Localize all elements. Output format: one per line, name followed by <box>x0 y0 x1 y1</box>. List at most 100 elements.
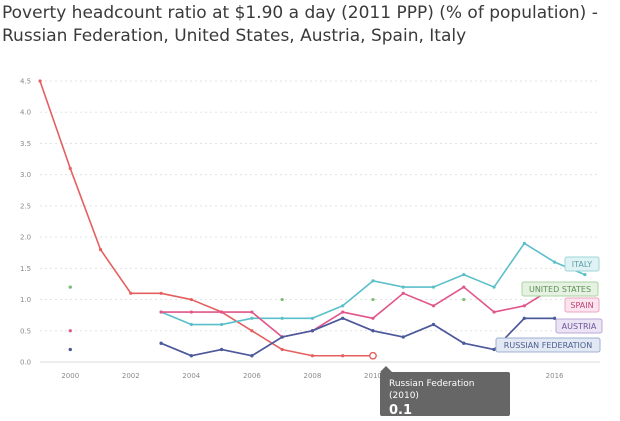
legend-box <box>495 337 601 353</box>
tooltip-value: 0.1 <box>389 403 413 418</box>
data-point[interactable] <box>310 354 315 358</box>
data-point[interactable] <box>462 272 466 277</box>
legend-box <box>521 281 599 297</box>
data-point[interactable] <box>552 316 557 320</box>
data-point[interactable] <box>189 322 193 327</box>
data-point[interactable] <box>159 341 163 345</box>
series-austria <box>68 316 557 358</box>
data-point[interactable] <box>371 297 375 302</box>
data-point[interactable] <box>462 341 466 345</box>
data-point[interactable] <box>522 316 526 320</box>
data-point[interactable] <box>280 335 284 339</box>
data-point[interactable] <box>492 285 496 289</box>
y-tick-label: 3.5 <box>20 140 31 148</box>
y-tick-label: 4.0 <box>20 109 31 117</box>
x-tick-label: 2008 <box>304 372 322 380</box>
data-point[interactable] <box>431 304 436 308</box>
data-point[interactable] <box>371 329 375 333</box>
series-line <box>39 80 373 357</box>
data-point[interactable] <box>189 310 193 314</box>
data-point[interactable] <box>492 347 496 352</box>
y-tick-label: 3.0 <box>20 171 31 179</box>
tooltip: Russian Federation (2010) 0.1 <box>380 366 510 418</box>
data-point[interactable] <box>250 354 254 358</box>
data-point[interactable] <box>462 285 466 289</box>
data-point[interactable] <box>250 329 254 333</box>
data-point[interactable] <box>189 297 193 302</box>
data-point[interactable] <box>341 354 345 358</box>
data-point[interactable] <box>522 241 526 245</box>
data-point[interactable] <box>280 316 284 320</box>
data-point[interactable] <box>522 304 526 308</box>
series-spain <box>68 285 557 339</box>
data-point[interactable] <box>462 297 466 302</box>
data-point[interactable] <box>159 291 163 295</box>
legend-box <box>564 256 600 272</box>
legend: ITALY UNITED STATES SPAIN AUSTRIA RUSSIAN FE… <box>495 256 603 353</box>
data-point[interactable] <box>552 260 557 264</box>
data-point[interactable] <box>38 79 42 83</box>
data-point[interactable] <box>401 291 405 295</box>
data-point[interactable] <box>431 322 436 327</box>
legend-label-austria[interactable]: AUSTRIA <box>555 318 603 334</box>
legend-label-russian-federation[interactable]: RUSSIAN FEDERATION <box>495 337 601 353</box>
legend-box <box>555 318 603 334</box>
data-point[interactable] <box>159 310 163 314</box>
data-point[interactable] <box>280 297 284 302</box>
y-tick-label: 1.5 <box>20 265 31 273</box>
series-russian-federation <box>38 79 375 358</box>
x-tick-label: 2004 <box>182 372 200 380</box>
series-line <box>161 286 556 338</box>
data-point[interactable] <box>189 354 193 358</box>
data-point[interactable] <box>280 347 284 352</box>
y-tick-label: 0.5 <box>20 327 31 335</box>
highlighted-point[interactable] <box>369 351 377 360</box>
data-point[interactable] <box>431 285 436 289</box>
series-italy <box>68 241 587 327</box>
data-point[interactable] <box>220 347 224 352</box>
y-tick-label: 4.5 <box>20 78 31 86</box>
data-point[interactable] <box>310 329 315 333</box>
data-point[interactable] <box>401 335 405 339</box>
data-point[interactable] <box>250 316 254 320</box>
legend-text: ITALY <box>572 260 592 269</box>
data-point[interactable] <box>68 166 72 171</box>
data-point[interactable] <box>583 272 587 277</box>
data-point[interactable] <box>68 347 72 352</box>
data-point[interactable] <box>371 279 375 283</box>
legend-text: SPAIN <box>570 301 593 310</box>
data-point[interactable] <box>220 310 224 314</box>
x-tick-label: 2000 <box>61 372 79 380</box>
data-point[interactable] <box>68 329 72 333</box>
y-tick-label: 2.5 <box>20 202 31 210</box>
highlight-marker <box>369 351 377 360</box>
data-point[interactable] <box>220 322 224 327</box>
legend-text: AUSTRIA <box>562 322 597 331</box>
data-point[interactable] <box>401 285 405 289</box>
series-line <box>160 317 555 357</box>
x-tick-label: 2006 <box>243 372 261 380</box>
chart-title: Poverty headcount ratio at $1.90 a day (… <box>2 3 598 46</box>
tooltip-label: Russian Federation (2010) <box>389 379 475 401</box>
data-point[interactable] <box>129 291 133 295</box>
legend-text: UNITED STATES <box>529 285 591 294</box>
chart-series <box>38 79 587 358</box>
data-point[interactable] <box>98 248 103 252</box>
legend-label-spain[interactable]: SPAIN <box>564 297 600 313</box>
data-point[interactable] <box>341 316 345 320</box>
data-point[interactable] <box>68 285 72 289</box>
legend-label-italy[interactable]: ITALY <box>564 256 600 272</box>
data-point[interactable] <box>310 316 315 320</box>
legend-label-united-states[interactable]: UNITED STATES <box>521 281 599 297</box>
data-point[interactable] <box>341 310 345 314</box>
x-tick-label: 2002 <box>122 372 140 380</box>
y-axis: 0.0 0.5 1.0 1.5 2.0 2.5 3.0 3.5 4.0 4.5 <box>20 78 31 367</box>
data-point[interactable] <box>341 304 345 308</box>
x-tick-label: 2016 <box>546 372 564 380</box>
data-point[interactable] <box>492 310 496 314</box>
y-tick-label: 1.0 <box>20 296 31 304</box>
y-tick-label: 0.0 <box>20 359 31 367</box>
data-point[interactable] <box>371 316 375 320</box>
data-point[interactable] <box>250 310 254 314</box>
